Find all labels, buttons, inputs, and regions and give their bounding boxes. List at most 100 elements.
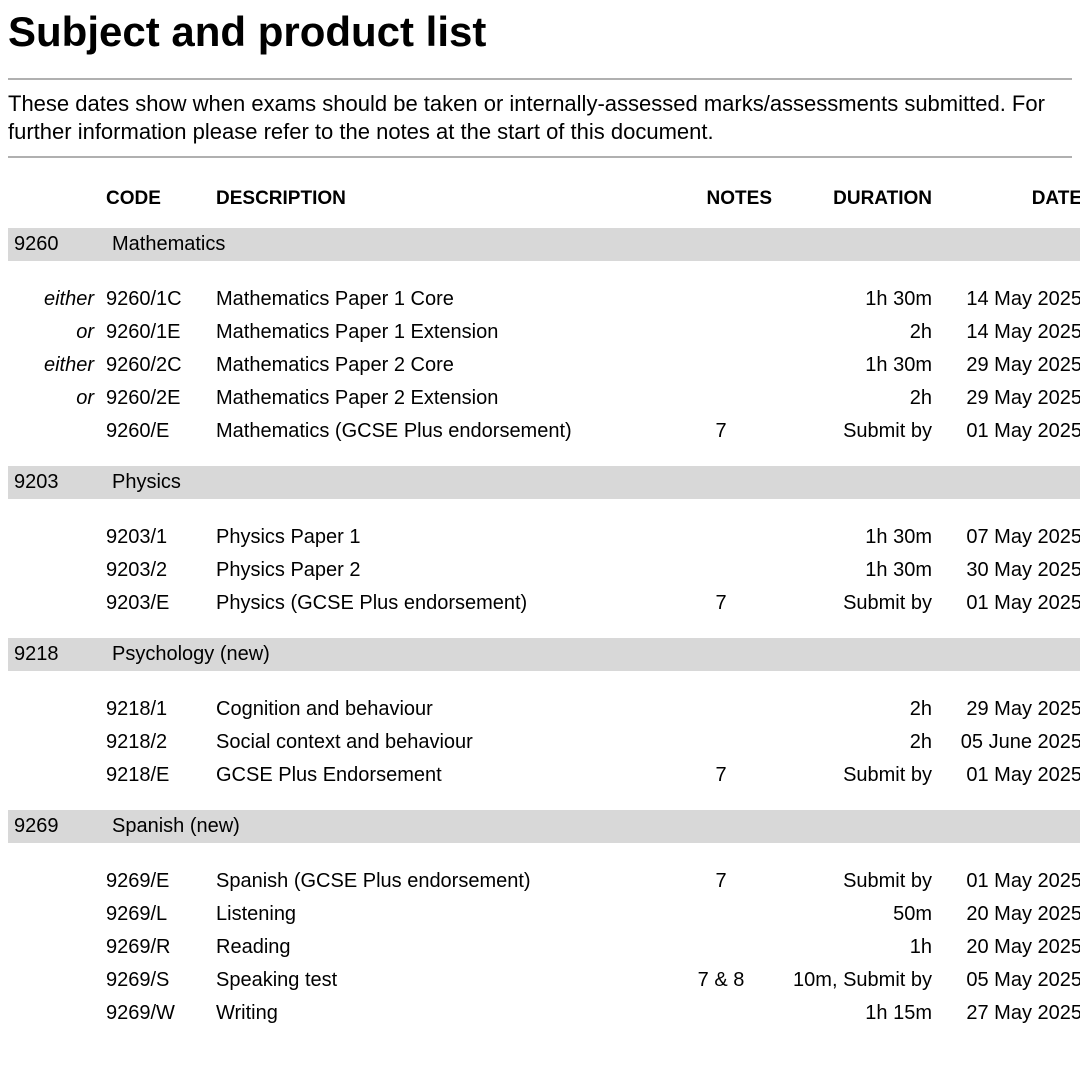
row-duration: 1h (778, 931, 938, 964)
subject-row: 9218Psychology (new) (8, 638, 1080, 671)
row-description: Cognition and behaviour (210, 693, 664, 726)
row-notes (664, 316, 778, 349)
row-code: 9218/1 (100, 693, 210, 726)
row-code: 9269/E (100, 865, 210, 898)
row-description: Writing (210, 997, 664, 1030)
table-row: 9218/2Social context and behaviour2h05 J… (8, 726, 1080, 759)
subject-row: 9269Spanish (new) (8, 810, 1080, 843)
row-prefix (8, 865, 100, 898)
row-date: 27 May 2025 (938, 997, 1080, 1030)
subject-name: Psychology (new) (100, 638, 1080, 671)
table-row: 9260/EMathematics (GCSE Plus endorsement… (8, 415, 1080, 448)
row-notes: 7 (664, 587, 778, 620)
row-code: 9260/2C (100, 349, 210, 382)
row-duration: Submit by (778, 865, 938, 898)
row-date: 01 May 2025 (938, 587, 1080, 620)
row-date: 01 May 2025 (938, 865, 1080, 898)
row-code: 9269/R (100, 931, 210, 964)
subject-code: 9203 (8, 466, 100, 499)
row-code: 9269/W (100, 997, 210, 1030)
header-row: CODE DESCRIPTION NOTES DURATION DATE (8, 184, 1080, 228)
row-date: 01 May 2025 (938, 759, 1080, 792)
row-duration: Submit by (778, 415, 938, 448)
timetable: CODE DESCRIPTION NOTES DURATION DATE 926… (8, 184, 1072, 1048)
row-notes (664, 521, 778, 554)
col-code: CODE (100, 184, 210, 228)
row-duration: 2h (778, 382, 938, 415)
row-duration: 1h 30m (778, 349, 938, 382)
col-duration: DURATION (778, 184, 938, 228)
row-prefix (8, 931, 100, 964)
row-date: 14 May 2025 (938, 283, 1080, 316)
table-row: either9260/1CMathematics Paper 1 Core 1h … (8, 283, 1080, 316)
table-body: 9260Mathematicseither9260/1CMathematics … (8, 228, 1080, 1048)
row-description: Mathematics Paper 1 Core (210, 283, 664, 316)
col-date: DATE (938, 184, 1080, 228)
row-prefix (8, 964, 100, 997)
row-duration: 1h 30m (778, 554, 938, 587)
row-description: Reading (210, 931, 664, 964)
row-notes (664, 931, 778, 964)
table-row: either9260/2CMathematics Paper 2 Core 1h … (8, 349, 1080, 382)
row-prefix (8, 587, 100, 620)
subject-code: 9260 (8, 228, 100, 261)
row-date: 29 May 2025 (938, 693, 1080, 726)
table-row: or9260/2EMathematics Paper 2 Extension2h… (8, 382, 1080, 415)
row-description: Speaking test (210, 964, 664, 997)
row-notes (664, 726, 778, 759)
row-date: 14 May 2025 (938, 316, 1080, 349)
col-description: DESCRIPTION (210, 184, 664, 228)
subject-name: Mathematics (100, 228, 1080, 261)
row-duration: Submit by (778, 587, 938, 620)
row-date: 01 May 2025 (938, 415, 1080, 448)
row-notes (664, 283, 778, 316)
row-notes: 7 & 8 (664, 964, 778, 997)
row-description: Physics (GCSE Plus endorsement) (210, 587, 664, 620)
row-code: 9260/1E (100, 316, 210, 349)
row-notes (664, 997, 778, 1030)
row-date: 29 May 2025 (938, 382, 1080, 415)
row-prefix (8, 693, 100, 726)
row-date: 20 May 2025 (938, 898, 1080, 931)
row-prefix (8, 554, 100, 587)
row-prefix: either (8, 349, 100, 382)
row-notes: 7 (664, 415, 778, 448)
row-date: 07 May 2025 (938, 521, 1080, 554)
row-date: 05 May 2025 (938, 964, 1080, 997)
table-row: 9218/1Cognition and behaviour2h29 May 20… (8, 693, 1080, 726)
row-date: 05 June 2025 (938, 726, 1080, 759)
row-description: Listening (210, 898, 664, 931)
col-prefix (8, 184, 100, 228)
row-duration: 2h (778, 726, 938, 759)
row-duration: 1h 30m (778, 283, 938, 316)
row-prefix: either (8, 283, 100, 316)
row-duration: 2h (778, 316, 938, 349)
row-description: Mathematics Paper 1 Extension (210, 316, 664, 349)
rule-bottom (8, 156, 1072, 158)
row-duration: 1h 15m (778, 997, 938, 1030)
row-description: GCSE Plus Endorsement (210, 759, 664, 792)
subject-code: 9269 (8, 810, 100, 843)
table-row: 9203/1Physics Paper 11h 30m07 May 2025 (8, 521, 1080, 554)
row-description: Spanish (GCSE Plus endorsement) (210, 865, 664, 898)
row-code: 9203/E (100, 587, 210, 620)
row-code: 9269/L (100, 898, 210, 931)
col-notes: NOTES (664, 184, 778, 228)
row-notes (664, 898, 778, 931)
row-code: 9260/1C (100, 283, 210, 316)
row-prefix (8, 997, 100, 1030)
row-code: 9260/E (100, 415, 210, 448)
subject-row: 9260Mathematics (8, 228, 1080, 261)
table-row: 9269/LListening 50m20 May 2025 (8, 898, 1080, 931)
row-prefix (8, 898, 100, 931)
subject-name: Physics (100, 466, 1080, 499)
row-code: 9260/2E (100, 382, 210, 415)
table-row: 9218/EGCSE Plus Endorsement7Submit by01 … (8, 759, 1080, 792)
row-notes: 7 (664, 759, 778, 792)
row-duration: 50m (778, 898, 938, 931)
table-row: 9203/2Physics Paper 21h 30m30 May 2025 (8, 554, 1080, 587)
intro-text: These dates show when exams should be ta… (8, 80, 1072, 156)
row-code: 9203/1 (100, 521, 210, 554)
row-description: Mathematics Paper 2 Core (210, 349, 664, 382)
row-prefix (8, 726, 100, 759)
